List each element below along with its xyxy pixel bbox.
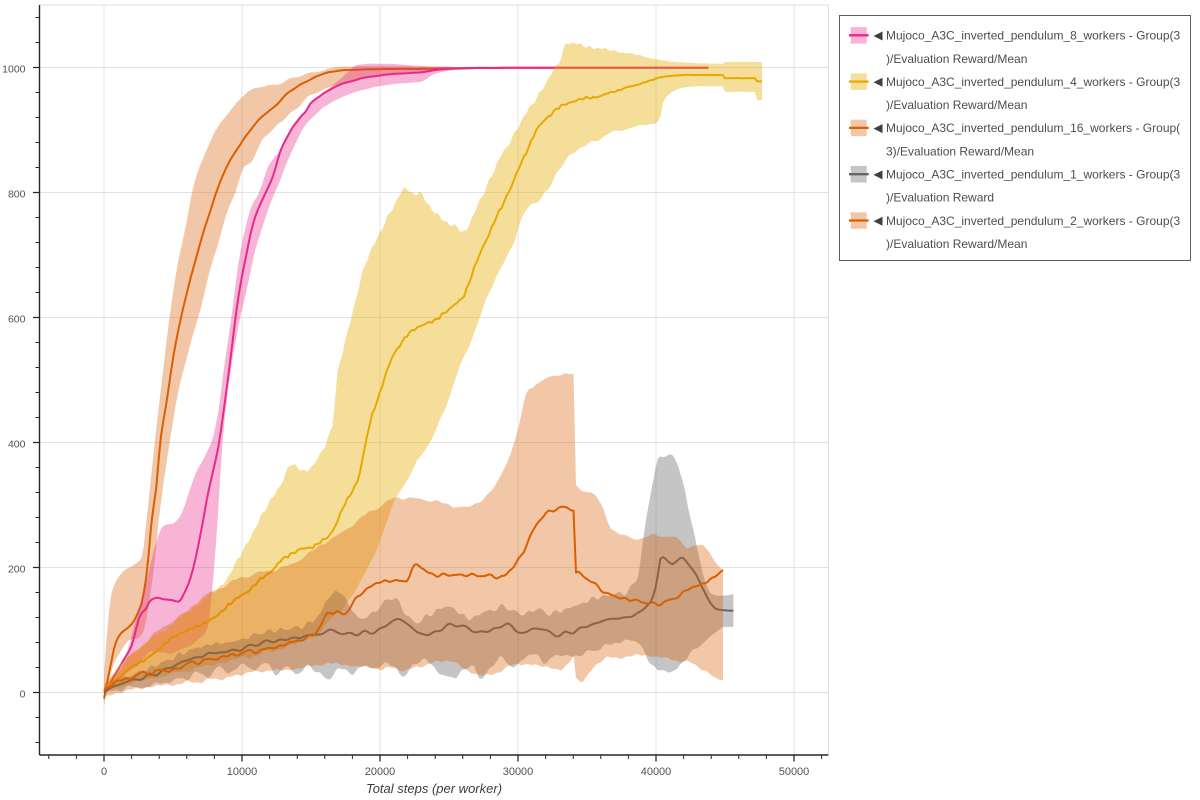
svg-text:0: 0 — [101, 766, 107, 778]
svg-text:Mujoco_A3C_inverted_pendulum_8: Mujoco_A3C_inverted_pendulum_8_workers -… — [886, 29, 1180, 43]
svg-text:50000: 50000 — [779, 766, 810, 778]
svg-text:20000: 20000 — [365, 766, 396, 778]
svg-text:10000: 10000 — [227, 766, 258, 778]
svg-text:0: 0 — [20, 689, 26, 701]
svg-text:800: 800 — [8, 189, 26, 201]
svg-text:600: 600 — [8, 314, 26, 326]
svg-text:Mujoco_A3C_inverted_pendulum_1: Mujoco_A3C_inverted_pendulum_16_workers … — [886, 121, 1180, 135]
svg-text:Mujoco_A3C_inverted_pendulum_1: Mujoco_A3C_inverted_pendulum_1_workers -… — [886, 168, 1180, 182]
svg-text:3)/Evaluation Reward/Mean: 3)/Evaluation Reward/Mean — [886, 144, 1034, 158]
svg-text:)/Evaluation Reward/Mean: )/Evaluation Reward/Mean — [886, 237, 1027, 251]
svg-text:1000: 1000 — [2, 64, 26, 76]
svg-text:30000: 30000 — [503, 766, 534, 778]
svg-text:Mujoco_A3C_inverted_pendulum_2: Mujoco_A3C_inverted_pendulum_2_workers -… — [886, 214, 1180, 228]
svg-text:)/Evaluation Reward/Mean: )/Evaluation Reward/Mean — [886, 52, 1027, 66]
svg-text:)/Evaluation Reward/Mean: )/Evaluation Reward/Mean — [886, 98, 1027, 112]
svg-text:)/Evaluation Reward: )/Evaluation Reward — [886, 191, 994, 205]
svg-text:400: 400 — [8, 439, 26, 451]
svg-text:Mujoco_A3C_inverted_pendulum_4: Mujoco_A3C_inverted_pendulum_4_workers -… — [886, 75, 1180, 89]
svg-text:Total steps (per worker): Total steps (per worker) — [366, 781, 502, 796]
svg-text:200: 200 — [8, 564, 26, 576]
svg-text:40000: 40000 — [641, 766, 672, 778]
